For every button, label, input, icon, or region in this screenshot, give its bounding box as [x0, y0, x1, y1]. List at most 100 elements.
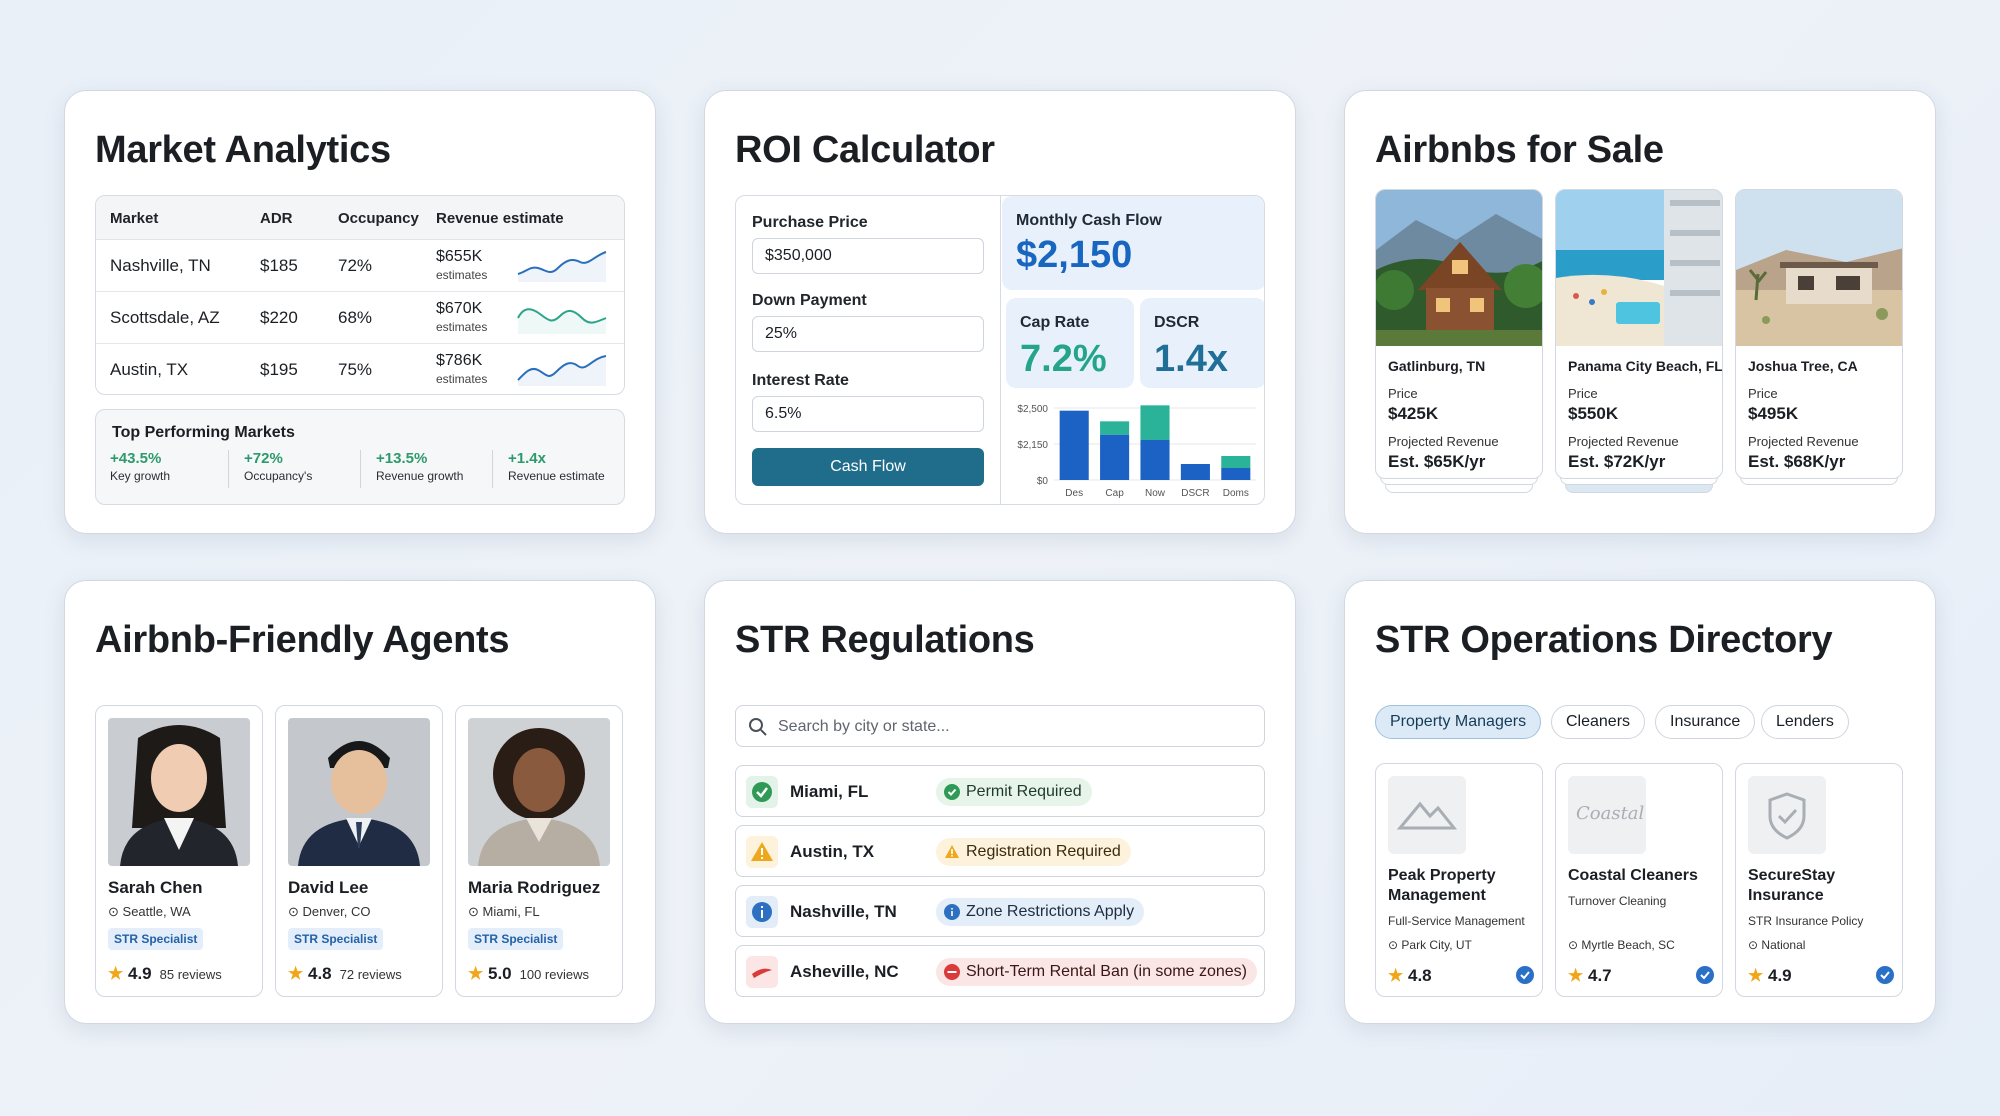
- listing-card[interactable]: Joshua Tree, CA Price $495K Projected Re…: [1735, 189, 1903, 485]
- divider: [228, 450, 229, 488]
- rating-value: 4.9: [127, 964, 152, 983]
- listing-city: Gatlinburg, TN: [1388, 358, 1486, 374]
- rating-value: 4.8: [1407, 966, 1432, 985]
- location-pin-icon: ⊙: [1568, 938, 1579, 952]
- sparkline-austin: [517, 355, 607, 386]
- occupancy-value: 72%: [338, 256, 373, 275]
- cap-rate-value: 7.2%: [1020, 338, 1107, 380]
- coastal-logo-text: Coastal: [1576, 803, 1645, 824]
- agent-card[interactable]: Maria Rodriguez ⊙ Miami, FL STR Speciali…: [455, 705, 623, 997]
- provider-card[interactable]: SecureStay Insurance STR Insurance Polic…: [1735, 763, 1903, 997]
- regulation-city: Asheville, NC: [790, 962, 899, 981]
- col-revenue: Revenue estimate: [436, 210, 564, 227]
- provider-rating: ★ 4.8: [1388, 966, 1432, 986]
- chart-bar: [1180, 464, 1210, 480]
- tab-property-managers[interactable]: Property Managers: [1375, 705, 1542, 739]
- monthly-cash-flow-value: $2,150: [1016, 234, 1133, 276]
- down-payment-label: Down Payment: [752, 292, 867, 309]
- top-stat-label: Occupancy's: [244, 469, 313, 483]
- listing-body: Gatlinburg, TN Price $425K Projected Rev…: [1375, 189, 1543, 479]
- agent-card[interactable]: Sarah Chen ⊙ Seattle, WA STR Specialist …: [95, 705, 263, 997]
- warning-status-icon: [746, 836, 778, 868]
- down-payment-input[interactable]: 25%: [752, 316, 984, 352]
- listing-card[interactable]: Gatlinburg, TN Price $425K Projected Rev…: [1375, 189, 1543, 493]
- chart-bar: [1140, 405, 1170, 440]
- projected-revenue-value: Est. $65K/yr: [1388, 452, 1486, 471]
- agent-location-text: Miami, FL: [482, 904, 540, 919]
- agent-location: ⊙ Seattle, WA: [108, 904, 191, 920]
- market-name: Scottsdale, AZ: [110, 308, 220, 327]
- coastal-logo: Coastal: [1568, 776, 1646, 854]
- tab-cleaners[interactable]: Cleaners: [1551, 705, 1646, 739]
- top-stat: +72% Occupancy's: [244, 450, 312, 483]
- regulation-row[interactable]: Austin, TX Registration Required: [735, 825, 1265, 877]
- top-stat-label: Revenue estimate: [508, 469, 605, 483]
- info-status-icon: [746, 896, 778, 928]
- divider: [360, 450, 361, 488]
- table-row[interactable]: Nashville, TN $185 72% $655K estimates: [96, 240, 624, 292]
- top-stat: +13.5% Revenue growth: [376, 450, 463, 483]
- roi-calculator-title: ROI Calculator: [735, 129, 995, 171]
- occupancy-value: 68%: [338, 308, 373, 327]
- regulation-row[interactable]: Miami, FL Permit Required: [735, 765, 1265, 817]
- roi-panel: Purchase Price $350,000 Down Payment 25%…: [735, 195, 1265, 505]
- airbnbs-for-sale-title: Airbnbs for Sale: [1375, 129, 1664, 171]
- table-row[interactable]: Austin, TX $195 75% $786K estimates: [96, 344, 624, 394]
- interest-rate-label: Interest Rate: [752, 372, 849, 389]
- provider-name: Coastal Cleaners: [1568, 867, 1698, 884]
- provider-location-text: National: [1761, 938, 1806, 952]
- tab-lenders[interactable]: Lenders: [1761, 705, 1849, 739]
- interest-rate-input[interactable]: 6.5%: [752, 396, 984, 432]
- agents-title: Airbnb-Friendly Agents: [95, 619, 510, 661]
- projected-revenue-label: Projected Revenue: [1568, 434, 1679, 449]
- regulation-city: Miami, FL: [790, 782, 869, 801]
- agent-photo: [288, 718, 430, 866]
- roi-calculator-card: ROI Calculator Purchase Price $350,000 D…: [704, 90, 1296, 534]
- str-operations-title: STR Operations Directory: [1375, 619, 1833, 661]
- sparkline-nashville: [517, 251, 607, 282]
- adr-value: $195: [260, 360, 298, 379]
- provider-card[interactable]: Peak Property Management Full-Service Ma…: [1375, 763, 1543, 997]
- str-specialist-badge: STR Specialist: [288, 928, 384, 950]
- provider-card[interactable]: Coastal Coastal Cleaners Turnover Cleani…: [1555, 763, 1723, 997]
- location-pin-icon: ⊙: [108, 904, 119, 919]
- agent-location-text: Seattle, WA: [122, 904, 191, 919]
- dscr-label: DSCR: [1154, 314, 1200, 331]
- verified-icon: [1516, 966, 1534, 984]
- price-value: $550K: [1568, 404, 1619, 423]
- beach-photo: [1556, 190, 1722, 346]
- agent-rating: ★ 4.9 85 reviews: [108, 964, 222, 984]
- price-value: $495K: [1748, 404, 1799, 423]
- col-occupancy: Occupancy: [338, 210, 419, 227]
- cash-flow-button[interactable]: Cash Flow: [752, 448, 984, 486]
- regulation-row[interactable]: Nashville, TN Zone Restrictions Apply: [735, 885, 1265, 937]
- market-name: Nashville, TN: [110, 256, 211, 275]
- search-input[interactable]: Search by city or state...: [735, 705, 1265, 747]
- star-icon: ★: [1388, 966, 1404, 985]
- status-text: Zone Restrictions Apply: [966, 903, 1135, 920]
- top-markets-title: Top Performing Markets: [112, 424, 295, 441]
- top-stat-value: +13.5%: [376, 450, 428, 467]
- ban-status-icon: [746, 956, 778, 988]
- rating-value: 4.7: [1587, 966, 1612, 985]
- roi-bar-chart: $2,500 $2,150 $0 Des Cap Now DSCR Doms: [1017, 404, 1256, 499]
- no-entry-icon: [944, 964, 960, 980]
- table-row[interactable]: Scottsdale, AZ $220 68% $670K estimates: [96, 292, 624, 344]
- provider-name: SecureStay Insurance: [1748, 867, 1836, 904]
- x-tick-label: Now: [1145, 488, 1166, 499]
- tab-insurance[interactable]: Insurance: [1655, 705, 1756, 739]
- cabin-photo: [1376, 190, 1542, 346]
- top-markets-panel: Top Performing Markets +43.5% Key growth …: [95, 409, 625, 505]
- regulation-row[interactable]: Asheville, NC Short-Term Rental Ban (in …: [735, 945, 1265, 997]
- market-name: Austin, TX: [110, 360, 189, 379]
- agent-card[interactable]: David Lee ⊙ Denver, CO STR Specialist ★ …: [275, 705, 443, 997]
- provider-name: Peak Property Management: [1388, 867, 1496, 904]
- divider: [492, 450, 493, 488]
- agent-rating: ★ 4.8 72 reviews: [288, 964, 402, 984]
- listing-card[interactable]: Panama City Beach, FL Price $550K Projec…: [1555, 189, 1723, 493]
- purchase-price-label: Purchase Price: [752, 214, 868, 231]
- purchase-price-input[interactable]: $350,000: [752, 238, 984, 274]
- status-badge: Registration Required: [936, 838, 1131, 866]
- chart-bar: [1100, 434, 1130, 480]
- str-regulations-title: STR Regulations: [735, 619, 1035, 661]
